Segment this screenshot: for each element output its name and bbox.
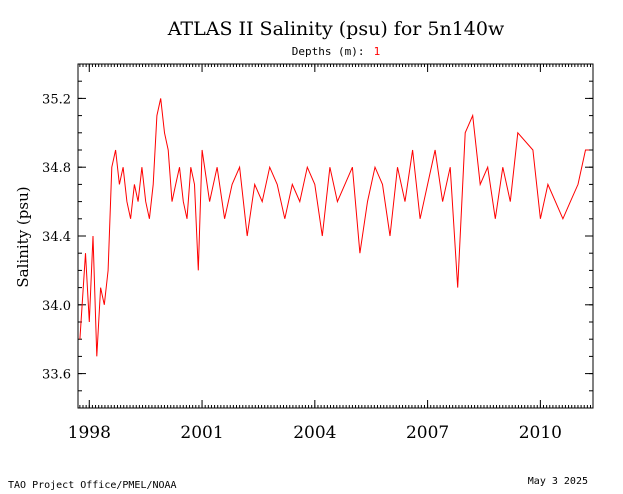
depths-label: Depths (m): [292, 45, 365, 58]
y-tick-label: 34.0 [42, 299, 71, 314]
x-tick-label: 2004 [293, 423, 336, 443]
x-tick-label: 2001 [180, 423, 223, 443]
plot-area: 1998 2001 2004 2007 2010 33.6 34.0 34.4 34.8 35.2 [42, 63, 594, 443]
depths-value: 1 [374, 45, 381, 58]
x-tick-label: 2007 [406, 423, 449, 443]
x-tick-label: 1998 [68, 423, 111, 443]
footer-credit: TAO Project Office/PMEL/NOAA [8, 480, 177, 491]
plot-frame [77, 63, 594, 409]
y-tick-label: 33.6 [42, 368, 71, 383]
depths-subtitle: Depths (m): 1 [292, 40, 381, 59]
salinity-series-line [79, 98, 590, 357]
y-tick-label: 35.2 [42, 92, 71, 107]
chart-title: ATLAS II Salinity (psu) for 5n140w [167, 18, 505, 40]
x-tick-label: 2010 [519, 423, 562, 443]
y-axis-label: Salinity (psu) [14, 186, 32, 287]
footer-date: May 3 2025 [528, 476, 588, 487]
y-tick-label: 34.8 [42, 161, 71, 176]
y-tick-label: 34.4 [42, 230, 71, 245]
